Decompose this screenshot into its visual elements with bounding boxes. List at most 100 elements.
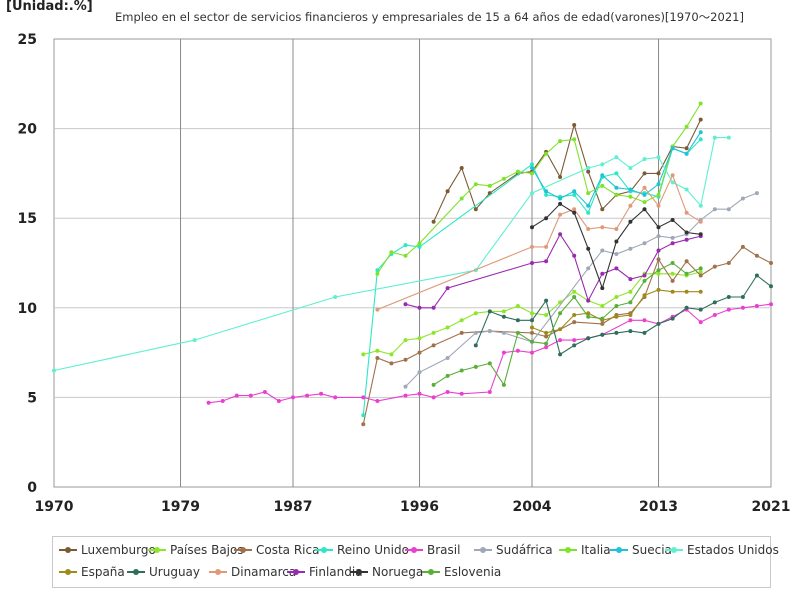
data-point xyxy=(600,304,605,308)
legend-swatch xyxy=(559,547,577,553)
x-tick-label: 2004 xyxy=(513,499,552,515)
data-point xyxy=(459,318,464,323)
data-point xyxy=(586,203,591,208)
data-point xyxy=(530,171,534,176)
data-point xyxy=(544,313,549,317)
data-point xyxy=(600,332,605,337)
data-point xyxy=(670,241,675,246)
data-point xyxy=(642,273,647,278)
data-point xyxy=(558,175,563,179)
data-point xyxy=(614,192,619,197)
legend-item: Dinamarca xyxy=(209,565,296,579)
data-point xyxy=(614,266,619,271)
data-point xyxy=(614,314,619,319)
data-point xyxy=(754,273,759,278)
data-point xyxy=(515,304,520,308)
data-point xyxy=(712,264,717,269)
data-point xyxy=(558,311,563,316)
data-point xyxy=(487,329,492,334)
data-point xyxy=(726,207,731,212)
data-point xyxy=(544,298,549,303)
data-point xyxy=(544,189,549,194)
legend-item: Finlandia xyxy=(287,565,363,579)
data-point xyxy=(375,399,380,403)
data-point xyxy=(586,210,591,215)
data-point xyxy=(642,330,647,335)
data-point xyxy=(698,101,703,106)
data-point xyxy=(459,166,464,170)
x-tick-label: 1979 xyxy=(161,499,200,515)
y-tick-label: 15 xyxy=(18,211,37,227)
data-point xyxy=(656,171,661,176)
legend-swatch xyxy=(59,547,77,553)
data-point xyxy=(473,330,478,335)
legend-label: Eslovenia xyxy=(444,565,502,579)
data-point xyxy=(642,278,647,283)
data-point xyxy=(403,384,408,389)
data-point xyxy=(726,295,731,299)
legend-label: Reino Unido xyxy=(337,543,409,557)
data-point xyxy=(670,180,675,185)
data-point xyxy=(642,293,647,298)
data-point xyxy=(754,191,759,196)
series-line-italia xyxy=(376,103,702,275)
data-point xyxy=(586,311,591,316)
legend-label: Países Bajos xyxy=(170,543,244,557)
data-point xyxy=(417,391,422,396)
data-point xyxy=(698,307,703,312)
legend-item: Sudáfrica xyxy=(474,543,553,557)
data-point xyxy=(375,356,380,360)
data-point xyxy=(333,295,338,299)
data-point xyxy=(614,295,619,299)
data-point xyxy=(487,390,492,394)
data-point xyxy=(656,271,661,276)
data-point xyxy=(558,196,563,201)
data-point xyxy=(628,318,633,323)
data-point xyxy=(684,124,689,129)
data-point xyxy=(487,183,492,188)
data-point xyxy=(572,207,577,212)
data-point xyxy=(558,352,563,357)
data-point xyxy=(614,227,619,231)
data-point xyxy=(544,259,549,264)
data-point xyxy=(600,248,605,253)
data-point xyxy=(684,237,689,242)
data-point xyxy=(530,311,534,316)
data-point xyxy=(600,316,605,321)
data-point xyxy=(473,311,478,316)
data-point xyxy=(515,348,520,353)
data-point xyxy=(656,192,661,197)
data-point xyxy=(305,393,310,398)
x-tick-label: 1970 xyxy=(35,499,74,515)
legend-swatch xyxy=(350,569,368,575)
chart-title: Empleo en el sector de servicios financi… xyxy=(115,10,744,24)
data-point xyxy=(544,151,549,156)
data-point xyxy=(276,399,281,403)
data-point xyxy=(431,305,436,310)
data-point xyxy=(642,171,647,176)
data-point xyxy=(628,300,633,305)
data-point xyxy=(291,395,295,400)
data-point xyxy=(473,182,478,187)
legend-item: Italia xyxy=(559,543,611,557)
data-point xyxy=(473,207,478,212)
data-point xyxy=(698,270,703,274)
data-point xyxy=(515,169,520,174)
data-point xyxy=(642,241,647,246)
data-point xyxy=(558,338,563,343)
data-point xyxy=(544,244,549,249)
data-point xyxy=(572,123,577,127)
data-point xyxy=(670,235,675,240)
data-point xyxy=(614,304,619,308)
legend-swatch xyxy=(234,547,252,553)
y-tick-label: 10 xyxy=(18,301,38,317)
data-point xyxy=(642,207,647,212)
data-point xyxy=(361,352,366,357)
legend-item: Reino Unido xyxy=(315,543,409,557)
data-point xyxy=(586,314,591,319)
legend-item: Brasil xyxy=(405,543,460,557)
legend-label: Uruguay xyxy=(149,565,200,579)
data-point xyxy=(530,162,534,167)
data-point xyxy=(586,266,591,271)
data-point xyxy=(656,155,661,160)
